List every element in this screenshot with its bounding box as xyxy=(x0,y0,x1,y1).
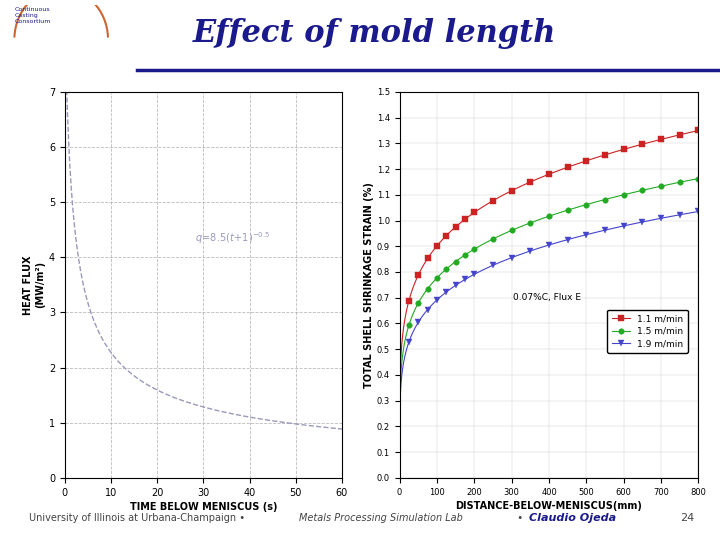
Y-axis label: TOTAL SHELL SHRINKAGE STRAIN (%): TOTAL SHELL SHRINKAGE STRAIN (%) xyxy=(364,182,374,388)
Text: Claudio Ojeda: Claudio Ojeda xyxy=(529,512,616,523)
Text: 0.07%C, Flux E: 0.07%C, Flux E xyxy=(513,293,581,301)
Legend: 1.1 m/min, 1.5 m/min, 1.9 m/min: 1.1 m/min, 1.5 m/min, 1.9 m/min xyxy=(608,309,688,353)
X-axis label: TIME BELOW MENISCUS (s): TIME BELOW MENISCUS (s) xyxy=(130,502,277,512)
X-axis label: DISTANCE-BELOW-MENISCUS(mm): DISTANCE-BELOW-MENISCUS(mm) xyxy=(456,501,642,511)
Text: •: • xyxy=(511,512,530,523)
Text: 24: 24 xyxy=(680,512,695,523)
Y-axis label: HEAT FLUX
(MW/m²): HEAT FLUX (MW/m²) xyxy=(23,255,45,315)
Text: Metals Processing Simulation Lab: Metals Processing Simulation Lab xyxy=(299,512,463,523)
Text: University of Illinois at Urbana-Champaign •: University of Illinois at Urbana-Champai… xyxy=(29,512,248,523)
Text: Effect of mold length: Effect of mold length xyxy=(193,18,556,49)
Text: Continuous
Casting
Consortium: Continuous Casting Consortium xyxy=(14,6,51,24)
Text: $q\!=\!8.5(t\!+\!1)^{-0.5}$: $q\!=\!8.5(t\!+\!1)^{-0.5}$ xyxy=(195,231,270,246)
